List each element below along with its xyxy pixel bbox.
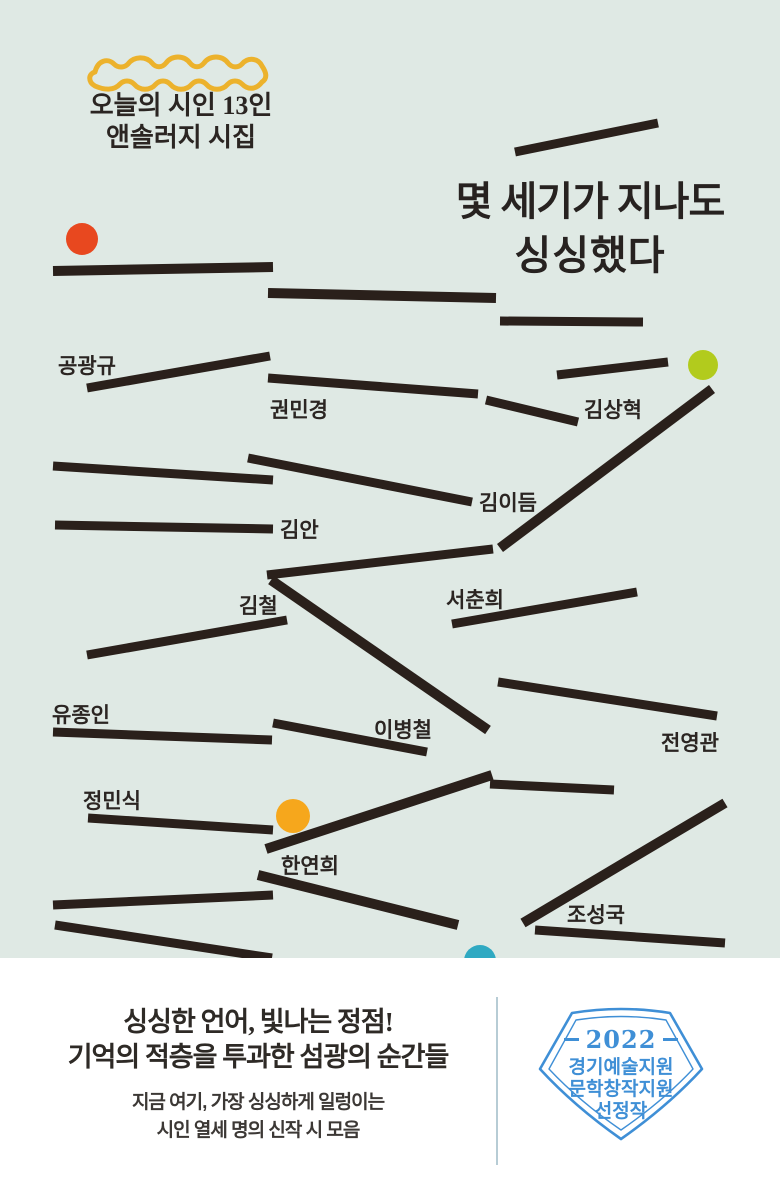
footer-divider <box>496 997 498 1165</box>
brush-line-4 <box>499 316 644 327</box>
award-badge: 2022 경기예술지원 문학창작지원 선정작 <box>538 1003 704 1143</box>
book-title-line1: 몇 세기가 지나도 <box>455 179 726 224</box>
brush-line-18 <box>52 727 273 745</box>
brush-line-14 <box>268 575 491 735</box>
scattered-brush-lines <box>52 118 728 958</box>
teal-dot <box>464 945 496 958</box>
poet-name-김이듬: 김이듬 <box>479 491 537 515</box>
footer-subline1: 지금 여기, 가장 싱싱하게 일렁이는 <box>131 1092 385 1114</box>
poet-name-한연희: 한연희 <box>281 854 339 878</box>
poet-name-전영관: 전영관 <box>661 731 719 755</box>
orange-dot <box>66 223 98 255</box>
brush-line-8 <box>556 357 669 380</box>
brush-line-24 <box>52 890 274 910</box>
poet-name-유종인: 유종인 <box>52 703 110 727</box>
brush-line-23 <box>256 870 460 930</box>
brush-line-12 <box>54 520 274 534</box>
poet-name-조성국: 조성국 <box>567 903 625 927</box>
brush-line-25 <box>520 798 728 928</box>
cover-footer: 싱싱한 언어, 빛나는 정점! 기억의 적층을 투과한 섬광의 순간들 지금 여… <box>0 958 780 1200</box>
book-title: 몇 세기가 지나도 싱싱했다 <box>420 182 760 276</box>
brush-line-9 <box>497 385 715 552</box>
brush-line-3 <box>267 288 497 303</box>
brush-line-7 <box>484 395 580 427</box>
poet-name-김안: 김안 <box>280 518 319 542</box>
footer-subline2: 시인 열세 명의 신작 시 모음 <box>156 1119 361 1141</box>
brush-line-5 <box>86 351 271 393</box>
poet-name-공광규: 공광규 <box>58 354 116 378</box>
poet-name-서춘희: 서춘희 <box>446 588 504 612</box>
dash-icon <box>663 1038 679 1041</box>
brush-line-16 <box>497 677 718 721</box>
yellow-dot <box>276 799 310 833</box>
footer-text-block: 싱싱한 언어, 빛나는 정점! 기억의 적층을 투과한 섬광의 순간들 지금 여… <box>28 1005 488 1144</box>
brush-line-6 <box>267 373 479 399</box>
brush-line-17 <box>86 615 288 660</box>
brush-line-2 <box>52 262 274 276</box>
brush-line-13 <box>266 544 494 580</box>
award-badge-seal-icon <box>538 1007 704 1141</box>
poet-name-김철: 김철 <box>239 594 278 618</box>
green-dot <box>688 350 718 380</box>
brush-line-27 <box>534 925 726 948</box>
brush-line-21 <box>489 779 615 795</box>
brush-line-22 <box>87 813 274 835</box>
brush-line-10 <box>52 461 274 485</box>
dash-icon <box>563 1038 579 1041</box>
award-badge-year-row: 2022 <box>538 1025 704 1054</box>
award-badge-year: 2022 <box>585 1025 657 1054</box>
award-badge-line3: 선정작 <box>594 1100 648 1122</box>
poet-name-이병철: 이병철 <box>374 718 432 742</box>
brush-line-26 <box>54 920 273 958</box>
brush-line-20 <box>264 770 494 854</box>
footer-headline-line1: 싱싱한 언어, 빛나는 정점! <box>123 1007 393 1037</box>
brush-line-19 <box>272 718 428 757</box>
poet-name-정민식: 정민식 <box>83 789 141 813</box>
book-title-line2: 싱싱했다 <box>514 233 666 278</box>
accent-dots <box>66 223 718 958</box>
award-badge-text: 2022 경기예술지원 문학창작지원 선정작 <box>538 1025 704 1123</box>
brush-line-11 <box>247 453 473 507</box>
tagline-line2: 앤솔러지 시집 <box>105 123 257 153</box>
tagline-line1: 오늘의 시인 13인 <box>89 91 273 120</box>
footer-headline-line2: 기억의 적층을 투과한 섬광의 순간들 <box>67 1042 450 1073</box>
poet-name-권민경: 권민경 <box>270 398 328 422</box>
award-badge-line1: 경기예술지원 <box>568 1057 674 1078</box>
squiggle-icon <box>87 54 269 92</box>
poet-name-김상혁: 김상혁 <box>584 398 642 422</box>
award-badge-line2: 문학창작지원 <box>568 1078 674 1100</box>
brush-line-15 <box>451 587 638 629</box>
brush-line-1 <box>514 118 659 157</box>
cover-art-canvas <box>52 54 728 958</box>
tagline: 오늘의 시인 13인 앤솔러지 시집 <box>58 90 304 154</box>
